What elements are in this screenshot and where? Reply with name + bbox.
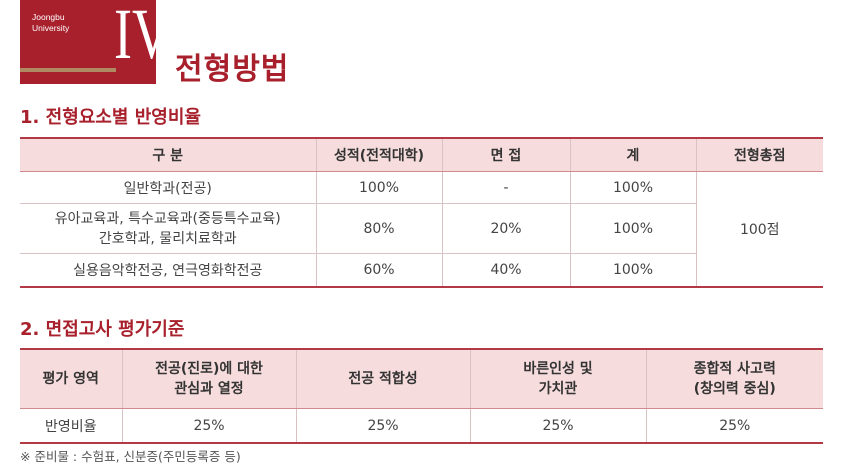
chapter-numeral: IV <box>114 0 171 74</box>
table-row: 유아교육과, 특수교육과(중등특수교육) 간호학과, 물리치료학과 80% 20… <box>20 203 823 254</box>
row-category-line2: 간호학과, 물리치료학과 <box>98 230 237 247</box>
header-thinking: 종합적 사고력 (창의력 중심) <box>645 349 823 409</box>
header-character: 바른인성 및 가치관 <box>469 349 646 409</box>
weighting-table: 구 분 성적(전적대학) 면 접 계 전형총점 일반학과(전공) 100% - … <box>20 137 823 288</box>
header-evaluation-area: 평가 영역 <box>20 349 122 409</box>
university-logo-text: Joongbu University <box>32 12 69 34</box>
row-interview: - <box>441 171 570 204</box>
header-passion: 전공(진로)에 대한 관심과 열정 <box>121 349 296 409</box>
chapter-badge: Joongbu University IV <box>20 0 171 84</box>
row-interview: 20% <box>441 203 570 254</box>
row-total: 100% <box>569 203 696 254</box>
university-name-line2: University <box>32 23 70 33</box>
section1-title: 1. 전형요소별 반영비율 <box>20 107 201 128</box>
row-value: 25% <box>645 408 823 444</box>
header-total-score: 전형총점 <box>695 138 823 172</box>
table-row: 일반학과(전공) 100% - 100% 100점 <box>20 171 823 288</box>
row-interview: 40% <box>441 253 570 288</box>
badge-stripe <box>20 68 116 72</box>
header-grade: 성적(전적대학) <box>315 138 442 172</box>
row-category: 유아교육과, 특수교육과(중등특수교육) 간호학과, 물리치료학과 <box>20 203 316 254</box>
row-grade: 60% <box>315 253 442 288</box>
row-value: 25% <box>469 408 646 444</box>
total-score-cell: 100점 <box>695 171 823 288</box>
header-category: 구 분 <box>20 138 316 172</box>
preparation-note: ※ 준비물 : 수험표, 신분증(주민등록증 등) <box>20 449 241 464</box>
section2-title: 2. 면접고사 평가기준 <box>20 319 185 340</box>
row-total: 100% <box>569 171 696 204</box>
row-total: 100% <box>569 253 696 288</box>
page-title: 전형방법 <box>175 52 290 87</box>
header-total: 계 <box>569 138 696 172</box>
row-category: 실용음악학전공, 연극영화학전공 <box>20 253 316 288</box>
table-row: 반영비율 25% 25% 25% 25% <box>20 408 823 444</box>
row-category-line1: 유아교육과, 특수교육과(중등특수교육) <box>54 210 281 227</box>
university-name-line1: Joongbu <box>32 12 65 22</box>
row-grade: 80% <box>315 203 442 254</box>
row-category: 일반학과(전공) <box>20 171 316 204</box>
interview-criteria-table: 평가 영역 전공(진로)에 대한 관심과 열정 전공 적합성 바른인성 및 가치… <box>20 348 823 444</box>
row-value: 25% <box>295 408 470 444</box>
table-row: 실용음악학전공, 연극영화학전공 60% 40% 100% <box>20 253 823 288</box>
row-label: 반영비율 <box>20 408 122 444</box>
header-major-fit: 전공 적합성 <box>295 349 470 409</box>
header-interview: 면 접 <box>441 138 570 172</box>
row-grade: 100% <box>315 171 442 204</box>
row-value: 25% <box>121 408 296 444</box>
